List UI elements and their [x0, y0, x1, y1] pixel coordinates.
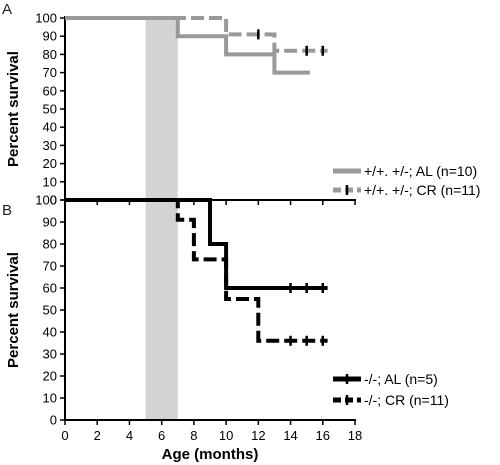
y-tick-label: 90 [43, 29, 57, 44]
legend-label: +/+. +/-; CR (n=11) [364, 182, 480, 198]
y-tick-label: 70 [43, 65, 57, 80]
shaded-region [145, 200, 178, 420]
shaded-region [145, 18, 178, 200]
y-tick-label: 0 [50, 413, 57, 428]
y-tick-label: 60 [43, 281, 57, 296]
legend-label: +/+. +/-; AL (n=10) [364, 163, 477, 179]
x-axis-title: Age (months) [162, 446, 259, 463]
x-tick-label: 8 [190, 428, 197, 443]
x-tick-label: 4 [126, 428, 133, 443]
panel-label: A [2, 1, 12, 18]
y-tick-label: 100 [35, 193, 57, 208]
legend-label: -/-; CR (n=11) [364, 392, 449, 408]
y-tick-label: 40 [43, 120, 57, 135]
panel-A: A 0 10 20 30 40 50 60 70 80 90 100 Percent survival +… [2, 1, 480, 208]
panel-label: B [2, 202, 12, 219]
y-tick-label: 60 [43, 83, 57, 98]
y-tick-label: 80 [43, 237, 57, 252]
y-tick-label: 30 [43, 347, 57, 362]
y-tick-label: 10 [43, 391, 57, 406]
series-line [65, 16, 310, 75]
y-tick-label: 50 [43, 303, 57, 318]
y-tick-label: 20 [43, 156, 57, 171]
x-tick-label: 6 [158, 428, 165, 443]
y-tick-label: 80 [43, 47, 57, 62]
x-tick-label: 14 [283, 428, 297, 443]
legend-label: -/-; AL (n=5) [364, 371, 438, 387]
y-tick-label: 30 [43, 138, 57, 153]
y-tick-label: 50 [43, 102, 57, 117]
y-tick-label: 100 [35, 11, 57, 26]
y-tick-label: 0 [50, 193, 57, 208]
y-tick-label: 20 [43, 369, 57, 384]
y-tick-label: 70 [43, 259, 57, 274]
y-tick-label: 40 [43, 325, 57, 340]
series-line [65, 16, 328, 53]
x-tick-label: 12 [251, 428, 265, 443]
x-tick-label: 0 [61, 428, 68, 443]
series-line [65, 198, 328, 290]
x-tick-label: 2 [94, 428, 101, 443]
y-tick-label: 10 [43, 174, 57, 189]
x-tick-label: 16 [316, 428, 330, 443]
y-axis-title: Percent survival [5, 51, 22, 167]
series-line [65, 198, 328, 343]
y-tick-label: 90 [43, 215, 57, 230]
y-axis-title: Percent survival [5, 252, 22, 368]
x-tick-label: 10 [219, 428, 233, 443]
x-tick-label: 18 [348, 428, 362, 443]
